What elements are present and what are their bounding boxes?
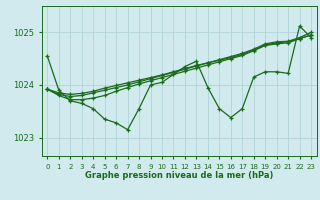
X-axis label: Graphe pression niveau de la mer (hPa): Graphe pression niveau de la mer (hPa) [85,171,273,180]
